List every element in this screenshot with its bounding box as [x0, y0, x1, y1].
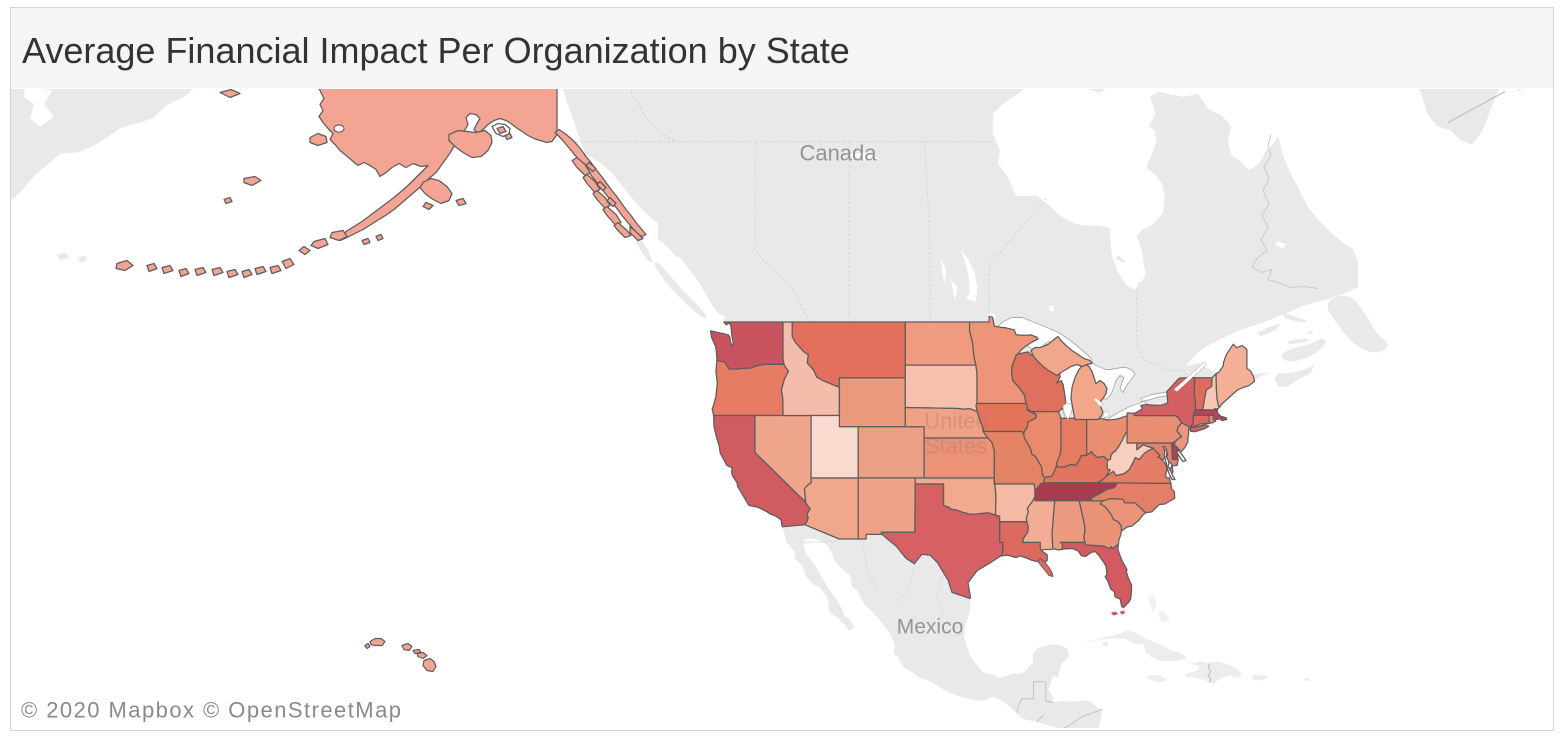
svg-text:© 2020 Mapbox © OpenStreetMap: © 2020 Mapbox © OpenStreetMap [21, 697, 402, 722]
svg-text:United: United [924, 408, 988, 433]
svg-text:States: States [925, 433, 987, 458]
svg-text:Mexico: Mexico [897, 615, 964, 638]
svg-text:Canada: Canada [799, 140, 877, 165]
